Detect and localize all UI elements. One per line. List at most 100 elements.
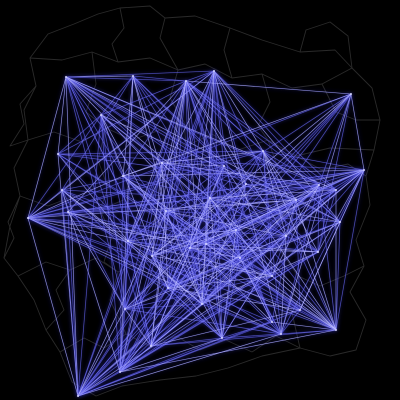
flow-node <box>188 246 192 250</box>
flow-line <box>100 75 134 116</box>
region-boundary <box>45 269 71 331</box>
flow-line <box>239 257 273 323</box>
flow-line <box>57 76 67 155</box>
flow-line <box>295 189 337 201</box>
flow-line <box>201 165 225 305</box>
flow-line <box>65 76 241 259</box>
flow-node <box>164 209 168 213</box>
flow-line <box>262 150 319 253</box>
flow-line <box>209 184 320 199</box>
flow-line <box>150 184 320 347</box>
flow-line <box>119 337 223 373</box>
flow-line <box>205 243 273 277</box>
flow-line <box>57 114 102 155</box>
flow-line <box>209 169 365 199</box>
flow-line <box>67 211 223 339</box>
flow-line <box>151 165 225 257</box>
flow-line <box>262 150 365 171</box>
flow-line <box>57 153 153 257</box>
flow-line <box>221 321 273 339</box>
flow-line <box>77 114 102 397</box>
flow-line <box>127 240 337 331</box>
flow-line <box>165 169 365 212</box>
flow-line <box>205 243 319 253</box>
flow-node <box>126 239 130 243</box>
flow-line <box>132 75 167 212</box>
flow-line <box>150 337 223 347</box>
flow-node <box>294 198 298 202</box>
flow-node <box>26 216 30 220</box>
flow-line <box>122 175 337 331</box>
flow-line <box>235 229 241 259</box>
flow-line <box>223 165 341 223</box>
flow-line <box>57 153 365 171</box>
flow-line <box>350 93 365 171</box>
flow-line <box>271 251 319 277</box>
flow-line <box>161 80 187 164</box>
flow-line <box>124 93 352 310</box>
flow-line <box>335 169 365 331</box>
flow-line <box>122 175 237 231</box>
flow-line <box>209 197 341 223</box>
flow-line <box>57 150 264 155</box>
flow-line <box>132 75 187 82</box>
region-boundary <box>3 195 21 259</box>
flow-line <box>119 329 337 373</box>
flow-line <box>65 76 124 177</box>
flow-line <box>189 247 223 339</box>
flow-node <box>64 75 68 79</box>
flow-line <box>185 80 297 201</box>
flow-line <box>27 189 63 219</box>
flow-line <box>119 247 191 373</box>
flow-line <box>213 70 320 186</box>
flow-line <box>151 229 237 257</box>
flow-line <box>124 303 203 310</box>
flow-node <box>238 256 242 260</box>
flow-line <box>127 240 152 347</box>
flow-line <box>61 70 215 191</box>
flow-line <box>61 189 126 310</box>
flow-line <box>189 247 319 253</box>
flow-line <box>165 210 207 245</box>
flow-line <box>124 221 341 310</box>
flow-node <box>270 274 274 278</box>
flow-line <box>161 162 337 191</box>
flow-line <box>189 150 264 249</box>
flow-line <box>61 189 207 245</box>
flow-node <box>279 332 283 336</box>
flow-line <box>205 189 337 245</box>
flow-line <box>318 184 337 331</box>
flow-line <box>185 80 237 231</box>
flow-line <box>295 199 337 331</box>
flow-line <box>57 70 215 155</box>
flow-node <box>212 69 216 73</box>
flow-node <box>204 242 208 246</box>
flow-line <box>27 217 301 311</box>
flow-lines <box>27 70 365 397</box>
flow-line <box>151 255 282 335</box>
region-boundary <box>9 85 37 147</box>
flow-line <box>245 183 297 201</box>
flow-line <box>122 80 187 177</box>
flow-line <box>165 70 215 212</box>
flow-line <box>239 189 337 259</box>
flow-line <box>213 70 337 191</box>
flow-node <box>270 320 274 324</box>
flow-line <box>77 235 287 397</box>
flow-line <box>165 210 341 223</box>
flow-node <box>244 182 248 186</box>
flow-line <box>213 70 247 185</box>
flow-line <box>65 70 215 78</box>
flow-line <box>167 165 225 289</box>
country-outline <box>3 5 381 397</box>
flow-line <box>262 150 287 237</box>
flow-line <box>185 80 203 305</box>
flow-line <box>150 329 337 347</box>
flow-line <box>27 217 282 335</box>
flow-node <box>317 183 321 187</box>
flow-line <box>100 114 297 201</box>
flow-line <box>151 184 320 257</box>
flow-line <box>65 76 247 185</box>
flow-line <box>151 255 273 277</box>
flow-line <box>77 251 319 397</box>
